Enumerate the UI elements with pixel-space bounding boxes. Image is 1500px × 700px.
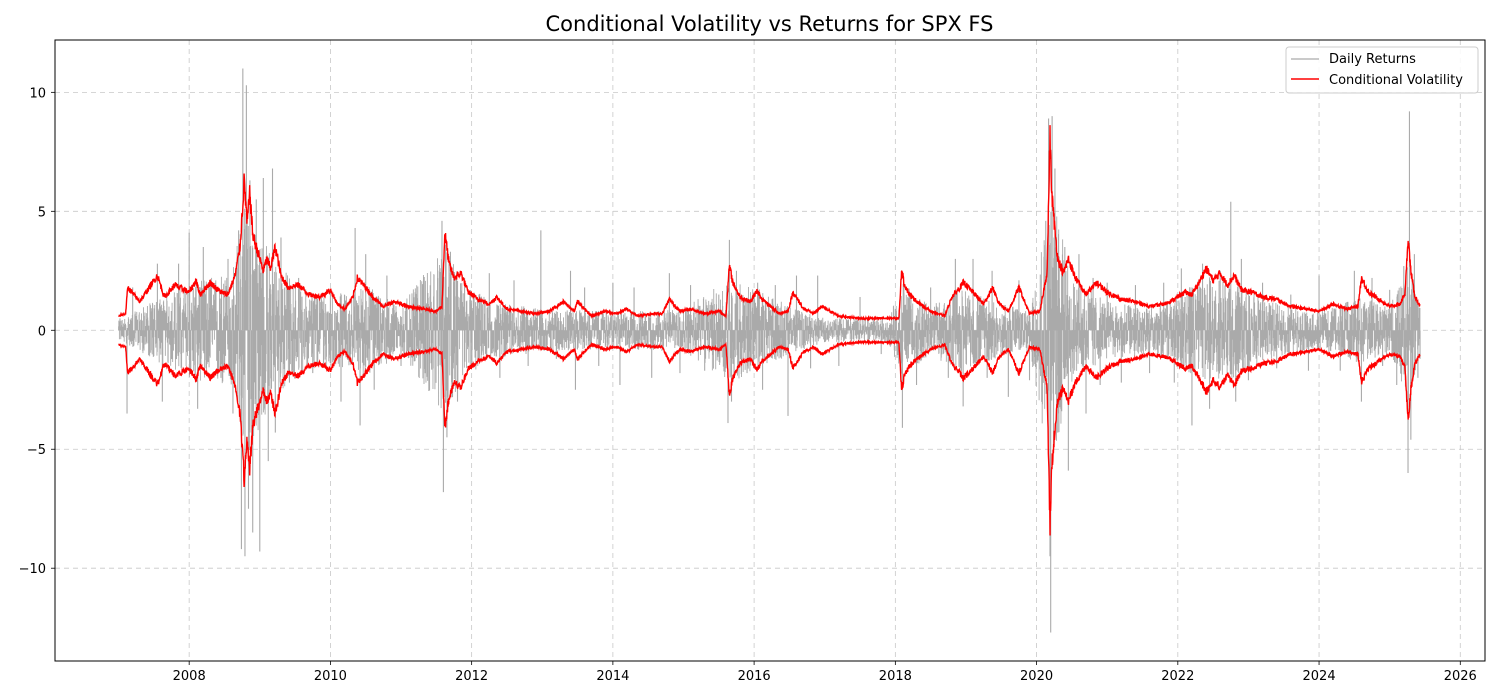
legend-label-daily-returns: Daily Returns xyxy=(1329,52,1416,67)
x-tick-label: 2008 xyxy=(173,669,206,684)
x-tick-label: 2024 xyxy=(1303,669,1336,684)
plot-frame xyxy=(54,39,1486,662)
x-tick-label: 2022 xyxy=(1161,669,1194,684)
x-tick-label: 2020 xyxy=(1020,669,1053,684)
volatility-upper-line xyxy=(118,125,1421,322)
x-tick-label: 2018 xyxy=(879,669,912,684)
axis-ticks: 2008 2010 2012 2014 2016 2018 2020 2022 2024 2026… xyxy=(19,86,1477,684)
x-tick-label: 2016 xyxy=(738,669,771,684)
legend: Daily Returns Conditional Volatility xyxy=(1285,46,1479,94)
y-tick-label: 5 xyxy=(38,205,46,220)
y-tick-label: −5 xyxy=(27,443,46,458)
conditional-volatility-series xyxy=(118,125,1421,536)
volatility-lower-line xyxy=(118,339,1421,536)
y-tick-label: −10 xyxy=(19,562,46,577)
y-tick-label: 10 xyxy=(29,86,46,101)
x-tick-label: 2026 xyxy=(1444,669,1477,684)
x-tick-label: 2014 xyxy=(596,669,629,684)
x-tick-label: 2010 xyxy=(314,669,347,684)
legend-label-conditional-volatility: Conditional Volatility xyxy=(1329,73,1463,88)
y-tick-label: 0 xyxy=(38,324,46,339)
x-tick-label: 2012 xyxy=(455,669,488,684)
daily-returns-background xyxy=(118,208,1421,450)
chart-title: Conditional Volatility vs Returns for SP… xyxy=(546,12,994,36)
legend-box xyxy=(1285,46,1479,94)
daily-returns-series xyxy=(118,68,1421,633)
